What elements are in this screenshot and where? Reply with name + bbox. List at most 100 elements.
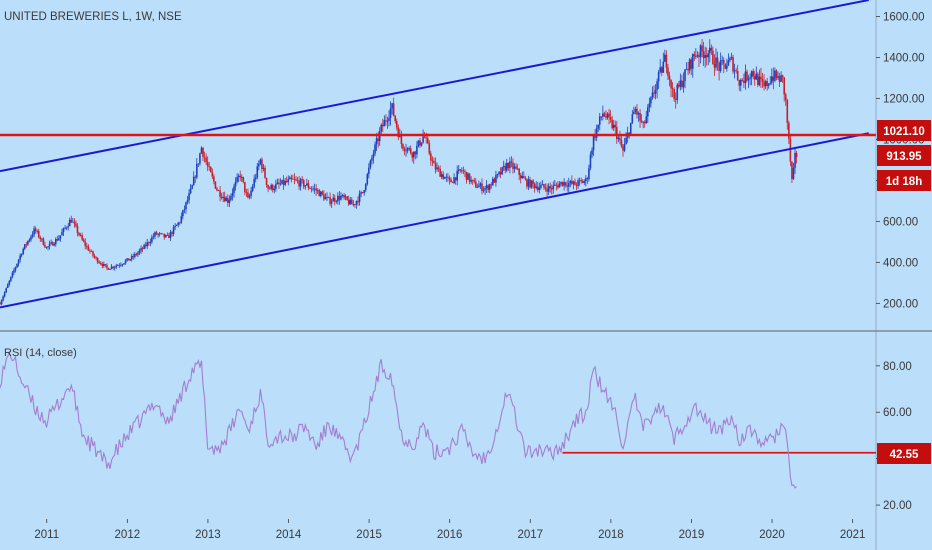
- candle-body: [118, 265, 121, 267]
- candle-body: [564, 182, 567, 186]
- candle-body: [217, 190, 220, 192]
- candle-body: [420, 142, 423, 146]
- time-tick-label: 2013: [195, 529, 221, 541]
- candle-body: [540, 185, 542, 188]
- candle-body: [65, 227, 68, 229]
- candle-body: [386, 120, 389, 122]
- candle-body: [93, 255, 96, 258]
- candle-body: [132, 256, 135, 257]
- candle-body: [716, 57, 719, 63]
- candle-body: [20, 254, 23, 256]
- candle-body: [496, 174, 499, 175]
- candle-body: [786, 99, 789, 123]
- candle-body: [660, 67, 663, 73]
- candle-body: [126, 258, 128, 261]
- time-axis[interactable]: 2011 2012 2013 2014 2015 2016 2017 2018 2019 2020…: [34, 519, 865, 541]
- candle-body: [633, 111, 635, 115]
- candle-body: [182, 210, 184, 217]
- candle-body: [664, 54, 666, 62]
- candle-body: [278, 182, 280, 184]
- candle-body: [617, 137, 620, 140]
- candle-body: [594, 135, 596, 138]
- candle-body: [68, 219, 71, 227]
- candle-body: [324, 197, 327, 200]
- candle-body: [499, 171, 502, 175]
- candle-body: [484, 188, 486, 190]
- candle-body: [567, 183, 570, 187]
- candle-body: [591, 150, 593, 155]
- candle-body: [492, 178, 494, 186]
- candle-body: [160, 233, 162, 235]
- price-pane[interactable]: [0, 0, 876, 309]
- candle-body: [192, 176, 195, 186]
- candle-body: [78, 232, 80, 236]
- candle-body: [431, 160, 434, 162]
- candle-body: [515, 166, 517, 169]
- candle-body: [231, 193, 234, 196]
- candle-body: [276, 182, 279, 185]
- candle-body: [718, 62, 720, 71]
- candle-body: [791, 161, 793, 180]
- candle-body: [473, 180, 476, 182]
- candle-body: [120, 264, 122, 266]
- candle-body: [366, 174, 369, 185]
- candle-body: [749, 77, 751, 79]
- candle-body: [284, 181, 286, 185]
- candle-body: [600, 116, 603, 118]
- candle-body: [197, 163, 200, 165]
- candle-body: [461, 170, 463, 172]
- candle-body: [337, 195, 339, 202]
- candle-body: [727, 60, 730, 66]
- candle-body: [687, 69, 689, 71]
- candle-body: [381, 124, 384, 127]
- candle-body: [648, 103, 651, 108]
- trend-channel[interactable]: [0, 0, 869, 309]
- channel-lower-line[interactable]: [0, 132, 869, 309]
- candle-body: [753, 76, 756, 80]
- candle-body: [352, 204, 355, 205]
- candle-body: [772, 76, 775, 81]
- candle-body: [395, 121, 398, 128]
- candle-body: [411, 153, 414, 158]
- candle-body: [185, 202, 187, 210]
- rsi-pane[interactable]: [0, 350, 876, 489]
- candle-body: [323, 194, 325, 200]
- candle-body: [656, 81, 658, 90]
- candle-body: [285, 181, 288, 183]
- candle-body: [228, 199, 231, 203]
- candle-body: [447, 176, 449, 178]
- channel-upper-line[interactable]: [0, 0, 869, 173]
- candle-body: [250, 190, 252, 196]
- candle-body: [364, 184, 367, 191]
- candle-body: [219, 190, 221, 197]
- candle-body: [244, 182, 246, 193]
- candle-body: [760, 76, 762, 80]
- candle-body: [712, 50, 714, 64]
- candle-body: [766, 81, 768, 86]
- candle-body: [462, 170, 465, 172]
- last-price-badge: 913.95: [877, 145, 931, 166]
- candle-body: [454, 177, 457, 181]
- candle-body: [767, 83, 770, 86]
- candle-body: [89, 250, 91, 252]
- candle-body: [504, 165, 507, 171]
- candle-body: [505, 162, 508, 171]
- candle-body: [592, 135, 595, 151]
- candle-body: [106, 265, 108, 268]
- candle-body: [538, 187, 541, 190]
- candle-body: [310, 188, 313, 190]
- candle-body: [650, 97, 652, 104]
- candle-body: [671, 88, 674, 90]
- candle-body: [440, 174, 443, 177]
- candle-body: [651, 92, 654, 98]
- candle-body: [709, 47, 711, 54]
- countdown-badge: 1d 18h: [877, 170, 931, 191]
- candle-body: [326, 196, 328, 198]
- candle-body: [329, 197, 331, 204]
- candle-body: [490, 184, 493, 186]
- candle-body: [757, 73, 759, 85]
- candle-body: [30, 236, 32, 240]
- candle-body: [61, 232, 63, 236]
- candle-body: [155, 232, 158, 235]
